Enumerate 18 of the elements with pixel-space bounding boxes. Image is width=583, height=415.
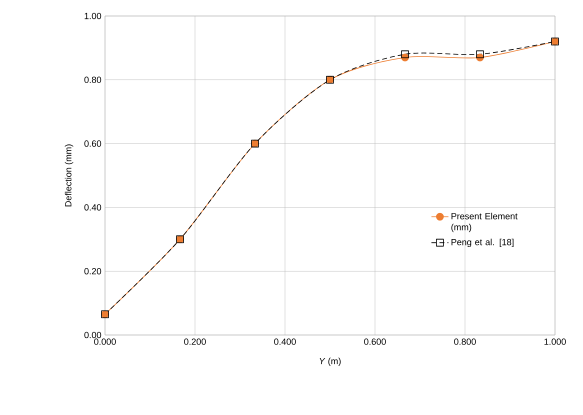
x-axis-title: Y (m): [320, 358, 341, 366]
point: [476, 50, 484, 58]
legend-label: Peng et al. [18]: [452, 238, 514, 248]
x-tick-label: 0.000: [94, 338, 116, 345]
x-tick-label: 1.000: [544, 338, 566, 345]
y-tick-label: 0.20: [84, 268, 102, 274]
y-tick-label: 1.00: [84, 12, 102, 20]
y-axis-title: Deflection (mm): [64, 144, 74, 206]
point: [401, 50, 409, 58]
y-tick-label: 0.60: [84, 140, 102, 147]
x-tick-label: 0.600: [364, 338, 386, 345]
x-tick-label: 0.200: [184, 338, 206, 345]
y-tick-label: 0.80: [84, 76, 102, 83]
y-tick-label: 0.40: [84, 204, 102, 211]
legend-label: Present Element (mm): [451, 212, 518, 232]
x-tick-label: 0.400: [274, 338, 296, 345]
x-tick-label: 0.800: [454, 338, 476, 345]
y-tick-label: 0.00: [84, 332, 102, 338]
